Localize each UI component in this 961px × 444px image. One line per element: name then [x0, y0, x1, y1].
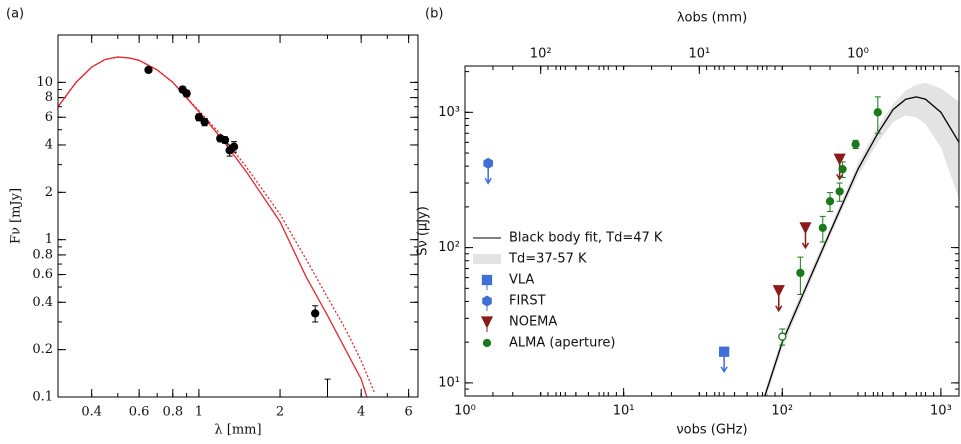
data-point: [799, 222, 812, 235]
legend-label: FIRST: [509, 294, 546, 309]
data-point: [194, 113, 204, 122]
data-point: [182, 89, 191, 98]
data-point: [825, 197, 835, 206]
y-tick-label: 0.2: [32, 342, 53, 357]
data-point: [220, 135, 230, 145]
data-point: [718, 346, 730, 357]
legend-label: NOEMA: [509, 315, 557, 330]
y-tick-label: 4: [45, 137, 53, 152]
x-tick-label: 0.8: [162, 405, 183, 420]
x-tick-label: 10¹: [613, 404, 635, 419]
data-point: [144, 65, 153, 75]
data-point: [851, 140, 860, 149]
data-point: [483, 157, 493, 169]
plot-frame: [464, 65, 960, 397]
plot-area: [483, 82, 959, 396]
legend-marker: [482, 295, 492, 307]
y-tick-label: 10: [36, 75, 53, 90]
plot-area: [58, 56, 376, 397]
y-tick-label: 0.6: [32, 267, 53, 282]
data-point: [311, 309, 320, 318]
legend-label: VLA: [509, 273, 534, 288]
x-tick-label: 10³: [930, 404, 952, 419]
data-point: [818, 223, 827, 232]
panel-label: (b): [425, 7, 443, 22]
data-point: [838, 165, 847, 174]
y-tick-label: 10²: [438, 240, 460, 255]
y-tick-label: 0.1: [32, 390, 53, 405]
x2-axis-label: λobs (mm): [677, 11, 747, 26]
x-tick-label: 0.4: [81, 405, 102, 420]
y-tick-label: 2: [45, 185, 53, 200]
y-tick-label: 1: [45, 232, 53, 247]
y-tick-label: 10³: [438, 105, 460, 120]
x-tick-label: 10²: [771, 404, 793, 419]
x-tick-label: 0.6: [129, 405, 150, 420]
data-point: [833, 153, 846, 166]
x-tick-label: 10⁰: [454, 404, 476, 419]
x-tick-label: 1: [195, 405, 203, 420]
x2-tick-label: 10¹: [688, 47, 710, 62]
x-axis-label: νobs (GHz): [676, 423, 747, 438]
panel-label: (a): [6, 7, 24, 22]
legend-marker: [480, 316, 494, 329]
x2-tick-label: 10⁰: [847, 47, 869, 62]
y-tick-label: 8: [45, 90, 53, 105]
y-tick-label: 0.4: [32, 295, 53, 310]
data-point: [778, 332, 787, 341]
legend-marker: [481, 274, 493, 286]
legend-label: ALMA (aperture): [509, 336, 615, 351]
data-point: [796, 268, 805, 278]
legend-label: Black body fit, Td=47 K: [509, 231, 663, 246]
y-tick-label: 6: [45, 110, 53, 125]
legend-marker: [482, 338, 492, 348]
data-point: [229, 142, 239, 151]
x2-tick-label: 10²: [530, 47, 552, 62]
y-axis-label: Fν [mJy]: [9, 188, 24, 244]
x-tick-label: 4: [357, 405, 365, 420]
x-tick-label: 2: [276, 405, 284, 420]
y-axis-label: Sν (μJy): [416, 206, 431, 256]
band: [763, 82, 959, 396]
data-point: [835, 187, 844, 196]
legend-label: Td=37-57 K: [508, 252, 587, 267]
model-line: [58, 56, 368, 397]
y-tick-label: 0.8: [32, 247, 53, 262]
data-point: [873, 108, 882, 117]
plot-frame: [57, 34, 419, 398]
y-tick-label: 10¹: [438, 375, 460, 390]
data-point: [772, 285, 785, 298]
data-point: [324, 378, 331, 397]
data-point: [200, 117, 209, 127]
model-line: [58, 56, 376, 394]
x-tick-label: 6: [404, 405, 412, 420]
x-axis-label: λ [mm]: [214, 423, 261, 438]
legend-swatch: [473, 254, 501, 264]
model-line: [764, 96, 959, 396]
